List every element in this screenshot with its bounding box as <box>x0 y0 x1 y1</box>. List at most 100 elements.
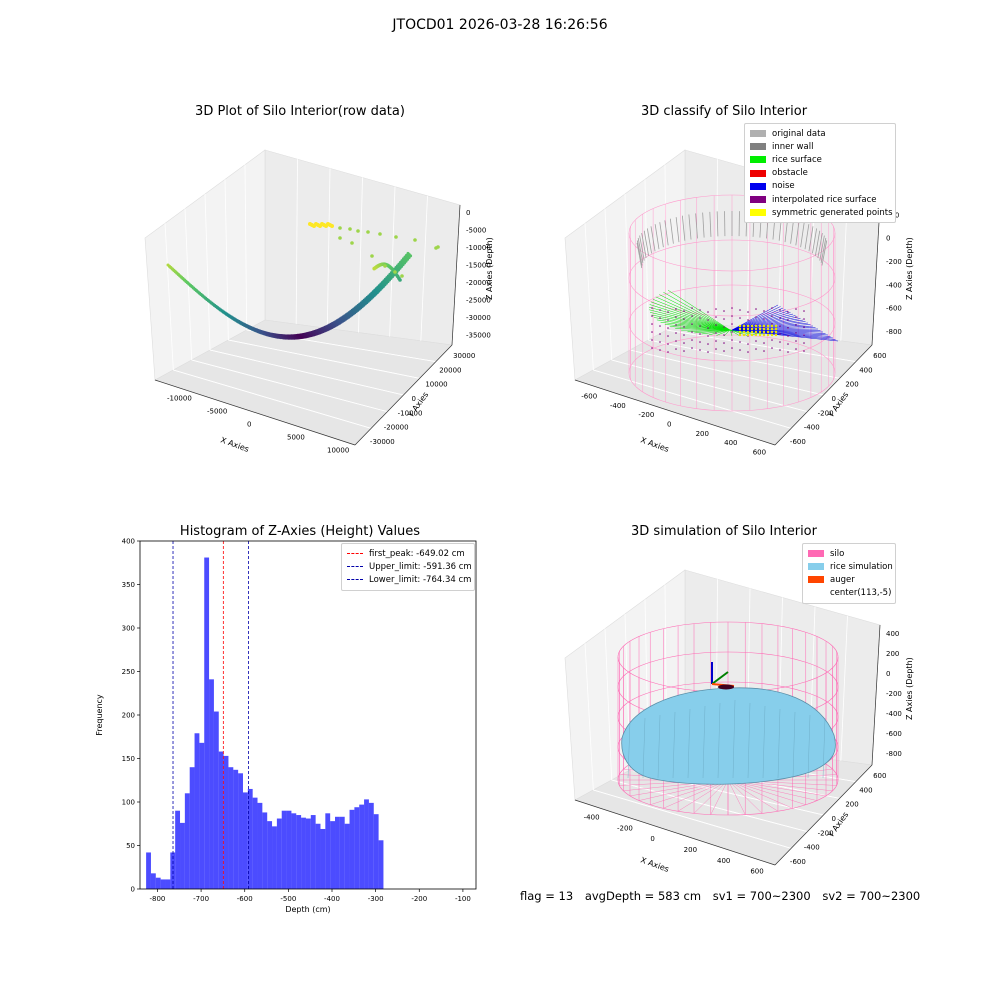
legend-label: first_peak: -649.02 cm <box>369 548 465 559</box>
interpolated-point <box>731 323 733 325</box>
noise-point <box>731 329 839 342</box>
legend-label: center(113,-5) <box>830 588 892 599</box>
inner-wall-point <box>636 240 643 266</box>
inner-wall-point <box>819 235 825 261</box>
interpolated-point <box>803 342 805 344</box>
symmetric-point <box>770 324 774 328</box>
interpolated-point <box>723 350 725 352</box>
rice-surface-point <box>729 329 740 337</box>
z-tick-label: -800 <box>886 328 902 336</box>
symmetric-point <box>758 327 762 331</box>
interpolated-point <box>739 309 741 311</box>
panel1-title: 3D Plot of Silo Interior(row data) <box>195 104 405 119</box>
x-tick-label: -200 <box>617 824 633 832</box>
histogram-bar <box>339 816 345 889</box>
data-point <box>394 235 398 239</box>
symmetric-point <box>766 327 770 331</box>
interpolated-point <box>715 340 717 342</box>
legend-entry: first_peak: -649.02 cm <box>347 547 469 560</box>
y-tick-label: 200 <box>845 381 858 389</box>
panel4-3d-plot: -400-2000200400600-600-400-2000200400600… <box>564 569 914 876</box>
symmetric-point <box>762 333 766 337</box>
histogram-bar <box>335 816 340 889</box>
interpolated-point <box>675 308 677 310</box>
histogram-bar <box>310 815 316 889</box>
inner-wall-point <box>646 228 652 254</box>
panel3-title: Histogram of Z-Axies (Height) Values <box>179 524 421 539</box>
symmetric-point <box>746 330 750 334</box>
gridline <box>715 159 718 325</box>
interpolated-point <box>795 348 797 350</box>
legend-swatch <box>750 143 766 151</box>
legend-label: inner wall <box>772 141 814 152</box>
interpolated-point <box>787 311 789 313</box>
data-point <box>370 254 374 258</box>
x-axis-line <box>574 799 776 866</box>
legend-swatch <box>750 196 766 204</box>
y-tick-label: -200 <box>818 409 834 417</box>
gridline <box>611 359 808 413</box>
legend-entry: rice surface <box>750 153 890 166</box>
inner-wall-point <box>820 237 827 264</box>
legend-swatch <box>808 550 824 558</box>
rice-surface-point <box>708 329 731 336</box>
x-tick-label: -600 <box>581 393 597 401</box>
data-point <box>338 236 342 240</box>
y-tick-label: 0 <box>412 395 416 403</box>
symmetric-point <box>770 333 774 337</box>
histogram-bar <box>204 557 210 889</box>
interpolated-point <box>707 327 709 329</box>
interpolated-point <box>739 341 741 343</box>
interpolated-point <box>763 310 765 312</box>
surface-mesh <box>807 714 811 779</box>
rice-surface-point <box>652 299 731 331</box>
interpolated-point <box>699 341 701 343</box>
legend-entry: rice simulation <box>808 560 893 573</box>
silo-floor-wire <box>693 779 729 814</box>
interpolated-point <box>707 351 709 353</box>
interpolated-point <box>651 339 653 341</box>
legend-entry: auger <box>808 573 890 586</box>
data-point <box>356 229 360 233</box>
histogram-bar <box>320 828 326 889</box>
interpolated-point <box>715 316 717 318</box>
status-footer: flag = 13 avgDepth = 583 cm sv1 = 700~23… <box>520 889 928 903</box>
panel1-points <box>166 222 440 340</box>
avg-depth-value: avgDepth = 583 cm <box>584 889 702 903</box>
x-axis-label: X Axies <box>639 435 670 454</box>
z-tick-label: -200 <box>886 690 902 698</box>
surface-mesh <box>822 717 826 779</box>
auger-axis-y <box>711 671 729 685</box>
histogram-bar <box>354 807 360 889</box>
interpolated-point <box>755 340 757 342</box>
inner-wall-point <box>688 214 692 240</box>
interpolated-point <box>731 339 733 341</box>
interpolated-point <box>667 351 669 353</box>
interpolated-point <box>683 318 685 320</box>
x-tick-label: 400 <box>717 857 730 865</box>
y-axis-label: Frequency <box>95 694 104 736</box>
z-tick-label: -35000 <box>466 332 491 340</box>
interpolated-point <box>651 323 653 325</box>
interpolated-point <box>691 331 693 333</box>
rice-surface-point <box>687 329 731 332</box>
interpolated-point <box>747 343 749 345</box>
histogram-bar <box>359 804 365 889</box>
x-tick-label: 0 <box>247 421 251 429</box>
histogram-bar <box>315 823 321 889</box>
z-tick-label: -400 <box>886 281 902 289</box>
z-axis-line <box>451 204 461 346</box>
y-axis-label: Y Axies <box>826 390 851 420</box>
interpolated-point <box>731 315 733 317</box>
legend-label: rice surface <box>772 154 822 165</box>
data-point <box>366 230 370 234</box>
inner-wall-point <box>821 240 828 266</box>
symmetric-point <box>742 324 746 328</box>
histogram-bar <box>238 773 243 889</box>
interpolated-point <box>659 309 661 311</box>
interpolated-point <box>659 349 661 351</box>
gridline <box>604 628 613 781</box>
interpolated-point <box>731 347 733 349</box>
z-tick-label: -600 <box>886 730 902 738</box>
histogram-bar <box>286 810 292 889</box>
